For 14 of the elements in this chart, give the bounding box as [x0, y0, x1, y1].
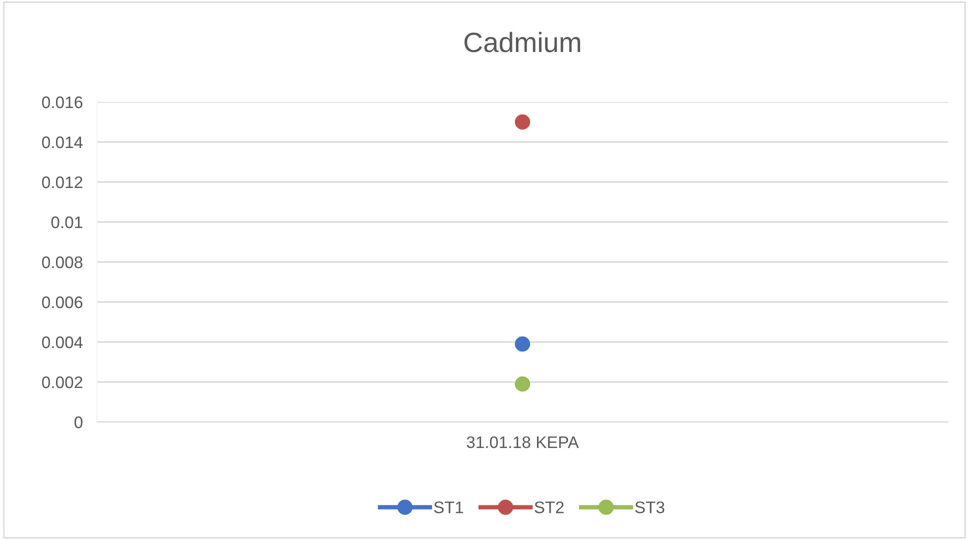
y-tick-label: 0.016 [42, 96, 82, 108]
y-tick-label: 0 [74, 416, 82, 428]
y-tick-label: 0.004 [42, 336, 83, 348]
y-tick-label: 0.002 [42, 376, 82, 388]
x-tick-label: 31.01.18 KEPA [466, 436, 579, 448]
y-tick-label: 0.01 [51, 216, 82, 228]
y-tick-label: 0.006 [42, 296, 82, 308]
legend-label: ST3 [635, 501, 664, 514]
y-tick-label: 0.014 [42, 136, 83, 148]
chart-title: Cadmium [464, 32, 580, 52]
legend-label: ST2 [534, 501, 564, 514]
y-tick-label: 0.012 [42, 176, 82, 188]
legend-label: ST1 [434, 501, 464, 514]
y-tick-label: 0.008 [42, 256, 82, 268]
